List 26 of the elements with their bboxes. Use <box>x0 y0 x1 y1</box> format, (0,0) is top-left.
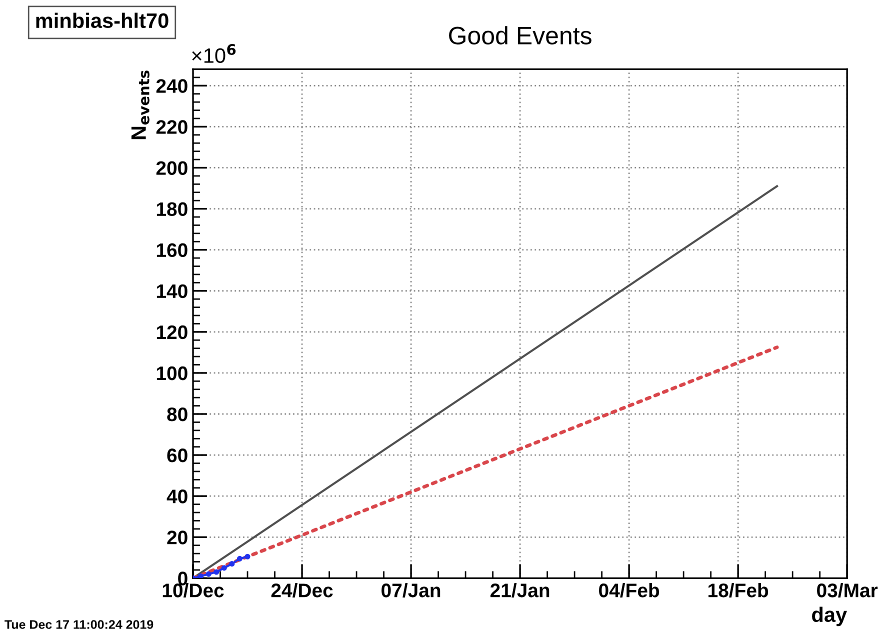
y-tick-label: 200 <box>156 161 188 175</box>
x-tick-label: 18/Feb <box>708 583 768 598</box>
x-tick-label: 24/Dec <box>271 583 333 598</box>
y-tick-label: 220 <box>156 120 188 134</box>
y-tick-label: 140 <box>156 284 188 298</box>
x-axis-title: day <box>812 606 847 626</box>
x-tick-label: 04/Feb <box>599 583 660 598</box>
y-tick-label: 0 <box>178 572 188 586</box>
text: minbias-hlt70 <box>36 12 168 28</box>
y-tick-label: 60 <box>167 448 188 462</box>
y-tick-label: 160 <box>156 243 188 258</box>
y-tick-label: 120 <box>156 325 188 340</box>
y-tick-label: 180 <box>156 202 188 216</box>
x-tick-label: 03/Mar <box>817 583 878 598</box>
chart-title: Good Events <box>449 26 592 44</box>
y-tick-label: 80 <box>167 407 188 422</box>
y-axis-title: N$_{events}$ <box>131 70 150 140</box>
y-tick-label: 40 <box>166 490 188 504</box>
x-tick-label: 21/Jan <box>490 583 550 598</box>
x-tick-label: 07/Jan <box>382 583 440 598</box>
text: ×10$^{6}$ <box>192 44 236 64</box>
y-tick-label: 20 <box>167 530 188 544</box>
y-tick-label: 240 <box>156 79 188 93</box>
x-tick-label: 10/Dec <box>162 583 224 598</box>
text: Tue Dec 17 11:00:24 2019 <box>4 620 154 629</box>
y-tick-label: 100 <box>156 366 188 380</box>
